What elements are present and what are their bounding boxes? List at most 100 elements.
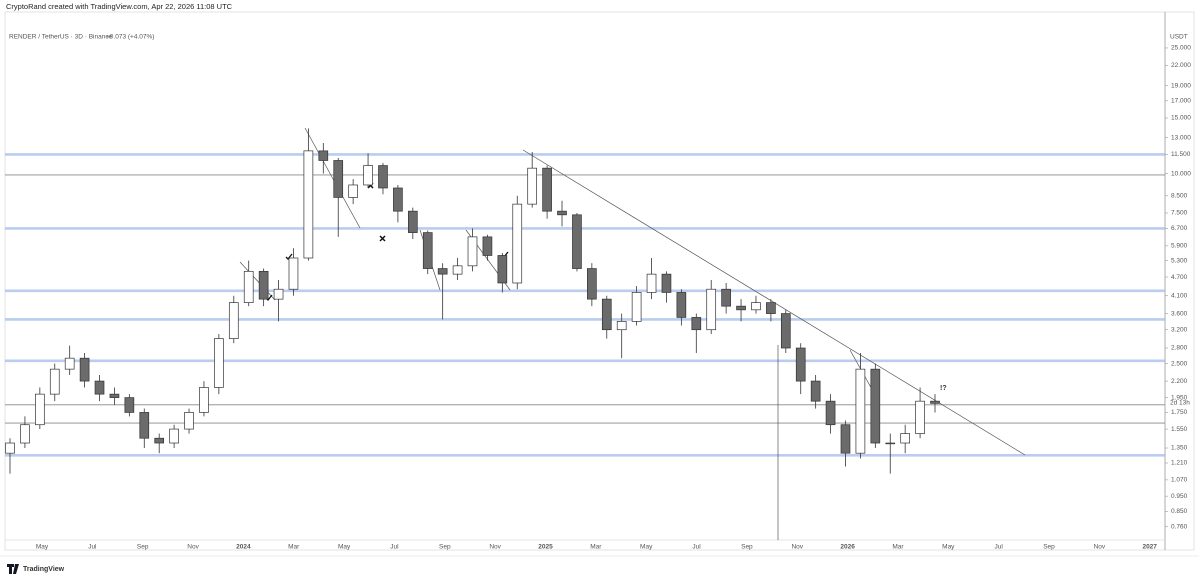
y-tick-label: 2.800 [1171, 345, 1188, 352]
x-tick-label: Sep [439, 544, 451, 551]
candle-body [527, 167, 538, 205]
y-tick-label: 7.500 [1171, 210, 1188, 217]
candle-body [810, 380, 821, 402]
x-tick-label: 2025 [538, 544, 553, 551]
candle-body [482, 236, 493, 256]
y-tick-label: 22.000 [1171, 62, 1191, 69]
y-tick-label: 1.070 [1171, 477, 1188, 484]
candle-body [199, 387, 209, 413]
x-tick-label: Nov [187, 544, 199, 551]
candle-body [512, 203, 523, 284]
y-tick-label: 1.950 [1171, 394, 1188, 401]
candle-body [646, 273, 657, 293]
y-tick-label: 1.210 [1171, 460, 1188, 467]
x-tick-label: May [36, 544, 49, 551]
candle-body [422, 232, 433, 269]
candle-body [587, 268, 597, 300]
x-tick-label: May [338, 544, 351, 551]
y-axis-label: USDT [1170, 34, 1188, 41]
candle-body [930, 400, 940, 404]
x-tick-label: Jul [994, 544, 1003, 551]
candle-body [751, 302, 761, 311]
candle-body [393, 187, 403, 212]
cross-mark [379, 235, 386, 242]
candle-body [900, 433, 910, 444]
y-tick-label: 3.600 [1171, 310, 1188, 317]
chart-title: RENDER / TetherUS · 3D · Binance [9, 34, 113, 41]
frame [4, 11, 1195, 551]
y-tick-label: 0.950 [1171, 493, 1188, 500]
candle-body [35, 393, 45, 426]
candle-body [497, 255, 508, 284]
y-tick-label: 19.000 [1171, 82, 1191, 89]
y-tick-label: 3.200 [1171, 326, 1188, 333]
candle-body [542, 167, 552, 212]
candle-body [228, 302, 239, 339]
candle-body [452, 265, 463, 275]
y-tick-label: 6.700 [1171, 225, 1188, 232]
y-tick-label: 17.000 [1171, 98, 1191, 105]
candle-body [870, 368, 881, 444]
candle-body [363, 165, 373, 186]
x-tick-label: 2027 [1142, 544, 1157, 551]
candle-body [766, 302, 776, 314]
y-tick-label: 4.700 [1171, 274, 1188, 281]
y-tick-label: 0.760 [1171, 523, 1188, 530]
x-tick-label: Jul [88, 544, 97, 551]
candle-body [94, 380, 105, 395]
x-tick-label: Nov [1094, 544, 1106, 551]
x-tick-label: May [942, 544, 955, 551]
y-tick-label: 13.000 [1171, 134, 1191, 141]
x-tick-label: Mar [590, 544, 602, 551]
y-tick-label: 11.500 [1171, 151, 1191, 158]
y-axis: 25.000 22.000 19.000 17.000 15.000 13.000 11.5… [1165, 45, 1191, 530]
x-tick-label: May [640, 544, 653, 551]
candle-body [273, 288, 284, 300]
x-axis: May Jul Sep Nov 2024 Mar May Jul Sep Nov 2025 Mar Ma… [36, 544, 1157, 551]
x-tick-label: Mar [288, 544, 300, 551]
candle-body [243, 270, 254, 303]
candle-body [855, 368, 866, 454]
x-tick-label: Sep [741, 544, 753, 551]
candle-body [5, 442, 15, 454]
y-tick-label: 1.550 [1171, 426, 1188, 433]
candle-body [706, 288, 717, 331]
candle-body [169, 428, 179, 444]
price-change: +0.073 (+4.07%) [106, 34, 154, 41]
candle-body [378, 165, 388, 189]
y-tick-label: 2.500 [1171, 360, 1188, 367]
candle-body [915, 400, 925, 434]
candle-body [154, 437, 165, 444]
x-tick-label: 2026 [840, 544, 855, 551]
candle-body [885, 442, 896, 445]
candle-body [109, 393, 120, 398]
x-tick-label: Jul [390, 544, 399, 551]
x-tick-label: Sep [137, 544, 149, 551]
candle-body [64, 357, 75, 370]
y-tick-label: 5.900 [1171, 243, 1188, 250]
candle-body [214, 338, 224, 388]
candle-body [49, 368, 60, 395]
y-tick-label: 25.000 [1171, 45, 1191, 52]
footer-brand: TradingView [23, 566, 65, 573]
x-tick-label: Sep [1043, 544, 1055, 551]
candle-body [437, 268, 448, 275]
candle-body [601, 298, 612, 331]
x-tick-label: 2024 [236, 544, 251, 551]
candle-body [318, 150, 329, 161]
candle-body [616, 321, 627, 331]
candle-body [124, 397, 135, 413]
candle-body [736, 305, 746, 311]
candle-body [661, 273, 672, 293]
y-tick-label: 0.850 [1171, 508, 1188, 515]
candle-body [20, 424, 30, 444]
candle-body [721, 288, 731, 307]
y-tick-label: 15.000 [1171, 115, 1191, 122]
countdown: 2d 13h [1170, 400, 1190, 407]
candle-body [407, 210, 418, 233]
y-tick-label: 1.350 [1171, 445, 1188, 452]
candle-body [631, 292, 642, 322]
y-tick-label: 10.000 [1171, 170, 1191, 177]
candle-body [840, 424, 851, 454]
